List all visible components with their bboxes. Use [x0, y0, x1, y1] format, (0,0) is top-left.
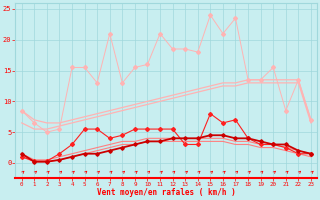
X-axis label: Vent moyen/en rafales ( km/h ): Vent moyen/en rafales ( km/h ): [97, 188, 236, 197]
